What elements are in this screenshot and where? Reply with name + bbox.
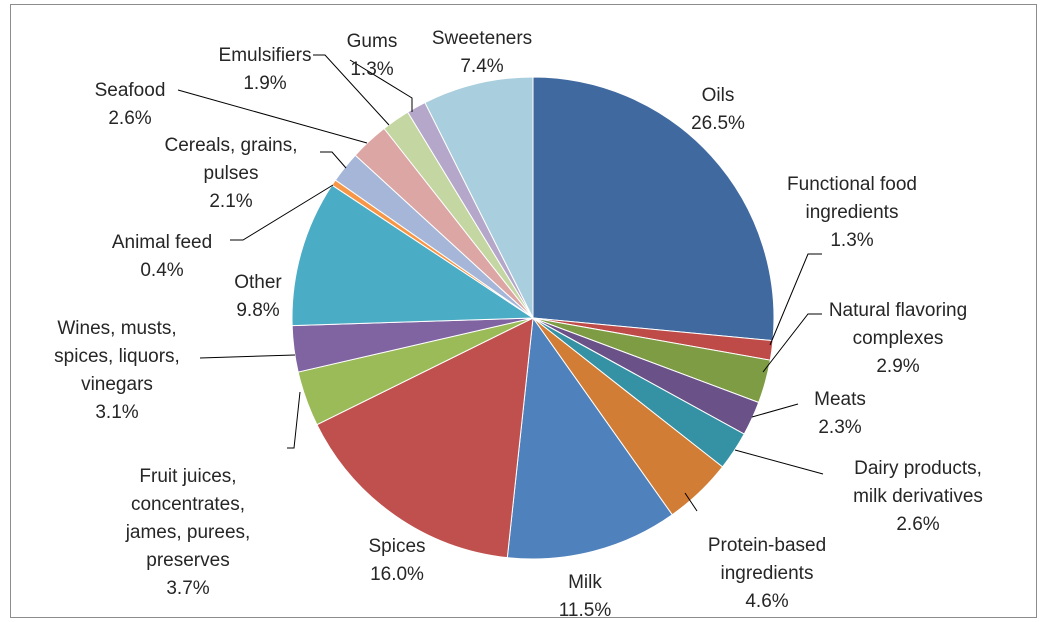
slice-label-sweeteners: Sweeteners 7.4% <box>432 28 532 77</box>
pie-slice-spices <box>316 317 534 559</box>
slice-label-dairy-products-milk-derivatives: Dairy products, milk derivatives 2.6% <box>853 458 983 535</box>
leader-line-dairy-products-milk-derivatives <box>734 449 824 475</box>
slice-label-text: Seafood <box>95 80 166 101</box>
slice-label-emulsifiers: Emulsifiers 1.9% <box>219 45 312 94</box>
slice-value-label: 11.5% <box>559 600 612 621</box>
pie-slice-milk <box>506 316 673 560</box>
slice-label-text: Cereals, grains, <box>164 135 297 156</box>
slice-label-text: spices, liquors, <box>54 346 180 367</box>
slice-label-text: Functional food <box>787 174 917 195</box>
leader-line-fruit-juices-concentrates-james-purees-preserves <box>287 391 301 449</box>
slice-label-text: concentrates, <box>131 494 245 515</box>
slice-label-text: Natural flavoring <box>829 300 967 321</box>
slice-label-text: preserves <box>146 550 229 571</box>
slice-label-animal-feed: Animal feed 0.4% <box>112 232 212 281</box>
slice-value-label: 16.0% <box>370 564 424 585</box>
slice-label-text: Gums <box>347 31 398 52</box>
leader-line-meats <box>751 403 799 418</box>
slice-label-text: complexes <box>853 328 944 349</box>
slice-label-text: Emulsifiers <box>219 45 312 66</box>
slice-value-label: 2.3% <box>818 417 861 438</box>
slice-value-label: 2.6% <box>108 108 151 129</box>
slice-value-label: 2.9% <box>876 356 919 377</box>
slice-label-text: vinegars <box>81 374 153 395</box>
slice-value-label: 9.8% <box>236 300 279 321</box>
slice-label-text: Fruit juices, <box>139 466 236 487</box>
slice-label-natural-flavoring-complexes: Natural flavoring complexes 2.9% <box>829 300 967 377</box>
slice-label-text: pulses <box>204 163 259 184</box>
slice-label-text: james, purees, <box>125 522 251 543</box>
pie-slice-other <box>291 184 535 327</box>
slice-label-text: Protein-based <box>708 535 826 556</box>
leader-line-natural-flavoring-complexes <box>762 313 822 373</box>
slice-label-text: Milk <box>568 572 602 593</box>
slice-value-label: 7.4% <box>460 56 503 77</box>
slice-value-label: 2.1% <box>209 191 252 212</box>
slice-value-label: 2.6% <box>896 514 939 535</box>
slice-label-text: Animal feed <box>112 232 212 253</box>
slice-label-text: Wines, musts, <box>57 318 176 339</box>
leader-line-cereals-grains-pulses <box>320 151 347 169</box>
leader-line-protein-based-ingredients <box>684 492 698 512</box>
slice-value-label: 0.4% <box>140 260 183 281</box>
slice-value-label: 3.7% <box>166 578 209 599</box>
slice-label-text: Meats <box>814 389 866 410</box>
slice-label-text: ingredients <box>721 563 814 584</box>
slice-label-cereals-grains-pulses: Cereals, grains, pulses 2.1% <box>164 135 297 212</box>
slice-label-other: Other 9.8% <box>234 272 282 321</box>
slice-value-label: 1.9% <box>243 73 286 94</box>
slice-label-oils: Oils 26.5% <box>691 85 745 134</box>
slice-label-text: milk derivatives <box>853 486 983 507</box>
leader-line-seafood <box>177 89 368 144</box>
slice-label-milk: Milk 11.5% <box>559 572 612 621</box>
slice-label-gums: Gums 1.3% <box>347 31 398 80</box>
slice-value-label: 1.3% <box>830 230 873 251</box>
slice-label-fruit-juices-concentrates-james-purees-preserves: Fruit juices, concentrates, james, purees,… <box>125 466 251 599</box>
leader-line-functional-food-ingredients <box>769 253 822 346</box>
slice-value-label: 4.6% <box>745 591 788 612</box>
slice-label-text: Spices <box>368 536 425 557</box>
leader-line-animal-feed <box>230 184 334 241</box>
slice-label-meats: Meats 2.3% <box>814 389 866 438</box>
slice-label-text: Other <box>234 272 282 293</box>
slice-label-text: Sweeteners <box>432 28 532 49</box>
slice-value-label: 1.3% <box>350 59 393 80</box>
slice-value-label: 3.1% <box>95 402 138 423</box>
slice-label-wines-musts-spices-liquors-vinegars: Wines, musts, spices, liquors, vinegars 3.1… <box>54 318 180 423</box>
leader-line-wines-musts-spices-liquors-vinegars <box>199 354 296 359</box>
pie-slice-sweeteners <box>424 76 534 319</box>
slice-label-text: Dairy products, <box>854 458 982 479</box>
slice-value-label: 26.5% <box>691 113 745 134</box>
slice-label-text: ingredients <box>806 202 899 223</box>
leader-line-emulsifiers <box>313 54 390 126</box>
slice-label-seafood: Seafood 2.6% <box>95 80 166 129</box>
pie-slice-oils <box>532 76 775 342</box>
slice-label-functional-food-ingredients: Functional food ingredients 1.3% <box>787 174 917 251</box>
slice-label-spices: Spices 16.0% <box>368 536 425 585</box>
slice-label-text: Oils <box>702 85 735 106</box>
leader-line-gums <box>349 59 413 112</box>
slice-label-protein-based-ingredients: Protein-based ingredients 4.6% <box>708 535 826 612</box>
